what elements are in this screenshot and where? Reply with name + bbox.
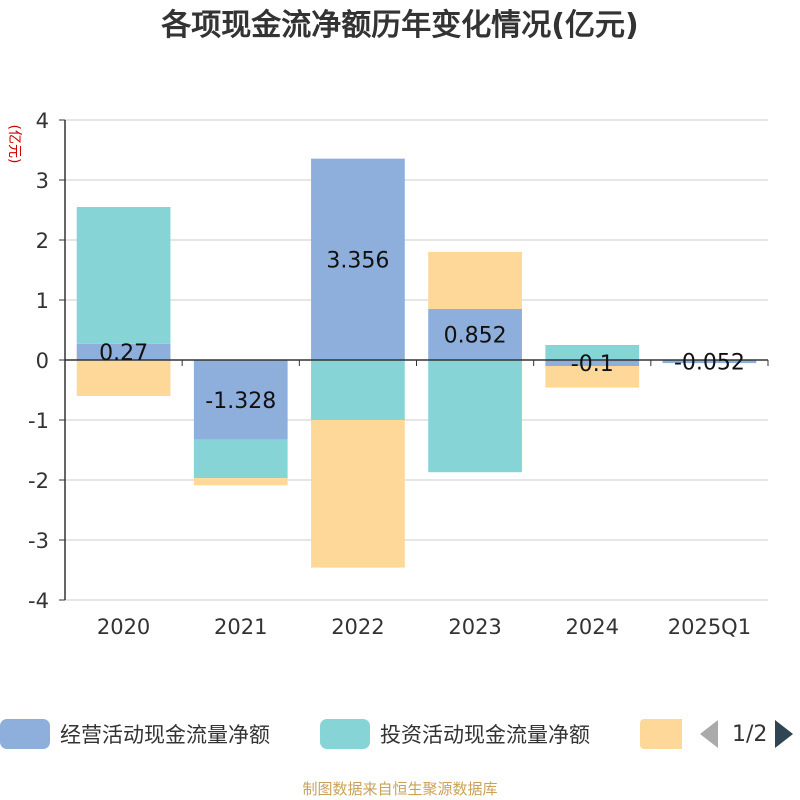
legend: 经营活动现金流量净额 投资活动现金流量净额 xyxy=(0,716,800,752)
y-tick-label: -4 xyxy=(28,589,49,613)
x-tick-label: 2020 xyxy=(97,615,150,639)
data-label: -0.052 xyxy=(674,351,745,376)
bar-financing xyxy=(76,360,171,396)
data-source-note: 制图数据来自恒生聚源数据库 xyxy=(302,780,498,798)
x-tick-label: 2023 xyxy=(448,615,501,639)
legend-item-financing[interactable] xyxy=(640,716,692,752)
legend-swatch-operating xyxy=(0,719,50,749)
legend-prev-page-icon[interactable] xyxy=(700,720,718,748)
legend-item-investing[interactable]: 投资活动现金流量净额 xyxy=(320,716,590,752)
bar-investing xyxy=(545,345,640,360)
bar-investing xyxy=(311,360,405,420)
y-axis-label: (亿元) xyxy=(6,125,22,164)
data-label: 0.27 xyxy=(99,341,148,366)
legend-swatch-investing xyxy=(320,719,370,749)
bar-operating xyxy=(311,158,405,360)
bar-investing xyxy=(428,360,522,473)
bar-operating xyxy=(193,360,288,440)
bar-operating xyxy=(545,360,640,366)
legend-pager: 1/2 xyxy=(700,718,794,750)
bar-financing xyxy=(545,366,640,388)
bar-financing xyxy=(428,251,522,309)
y-tick-label: 3 xyxy=(36,169,49,193)
x-tick-label: 2022 xyxy=(331,615,384,639)
bar-financing xyxy=(311,420,405,568)
legend-next-page-icon[interactable] xyxy=(775,720,794,748)
bar-operating xyxy=(428,308,522,360)
data-label: 3.356 xyxy=(326,248,389,273)
y-tick-label: 4 xyxy=(36,109,49,133)
y-tick-label: 1 xyxy=(36,289,49,313)
legend-item-operating[interactable]: 经营活动现金流量净额 xyxy=(0,716,270,752)
bar-operating xyxy=(76,343,171,360)
x-tick-label: 2021 xyxy=(214,615,267,639)
y-tick-label: -1 xyxy=(28,409,49,433)
y-tick-label: 2 xyxy=(36,229,49,253)
data-label: -0.1 xyxy=(571,352,614,377)
x-tick-label: 2025Q1 xyxy=(668,615,751,639)
bar-investing xyxy=(193,439,288,479)
chart-title: 各项现金流净额历年变化情况(亿元) xyxy=(161,8,639,43)
y-tick-label: 0 xyxy=(36,349,49,373)
legend-swatch-financing xyxy=(640,719,682,749)
y-tick-label: -3 xyxy=(28,529,49,553)
bar-investing xyxy=(76,207,171,344)
bar-operating xyxy=(662,360,757,364)
cashflow-bar-chart: 4 3 2 1 0 -1 -2 -3 -4 (亿元) 0.27 -1.328 3.356 0.852 -0.… xyxy=(6,109,769,639)
legend-page-indicator: 1/2 xyxy=(732,721,768,747)
data-label: -1.328 xyxy=(205,389,276,414)
legend-label-operating: 经营活动现金流量净额 xyxy=(60,723,270,747)
bar-financing xyxy=(193,478,288,486)
legend-label-investing: 投资活动现金流量净额 xyxy=(380,723,590,747)
data-label: 0.852 xyxy=(444,323,507,348)
x-tick-label: 2024 xyxy=(566,615,619,639)
y-tick-label: -2 xyxy=(28,469,49,493)
